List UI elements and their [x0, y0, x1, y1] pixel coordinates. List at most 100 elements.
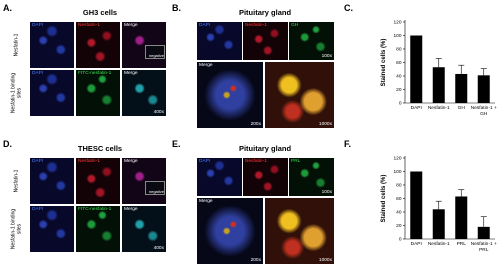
y-tick-label: 100 [393, 169, 401, 175]
panel-title: Pituitary gland [238, 8, 292, 17]
row-label: Nesfatin-1 binding sites [10, 72, 23, 114]
image-label: 1000x [318, 122, 332, 127]
y-tick-label: 40 [396, 210, 402, 216]
row-label: Nesfatin-1 [13, 33, 20, 57]
bar [432, 67, 445, 103]
row-label: Nesfatin-1 binding sites [10, 208, 23, 250]
x-tick-label: DAPI [410, 242, 422, 247]
y-tick-label: 80 [396, 47, 402, 53]
panel-label: F. [344, 139, 352, 149]
micrograph: DAPI [30, 70, 74, 116]
image-label: Nesfatin-1 [78, 159, 100, 164]
y-tick-label: 80 [396, 183, 402, 189]
image-label: DAPI [32, 23, 44, 28]
micrograph: DAPI [197, 22, 242, 60]
micrograph: FITC-nesfatin-1 [76, 70, 120, 116]
x-tick-label: Nesfatin-1 + GH [470, 106, 497, 117]
micrograph: Nesfatin-1 [243, 22, 288, 60]
y-tick-label: 120 [393, 20, 401, 26]
inset-image: negative [145, 45, 165, 59]
image-label: Merge [124, 23, 138, 28]
x-tick-label: DAPI [410, 106, 422, 111]
bar [410, 171, 423, 239]
bar-chart: Stained cells (%) 0 20 40 60 80 100 120 [381, 156, 495, 243]
y-tick-label: 60 [396, 196, 402, 202]
micrograph: PRL 100x [289, 158, 334, 196]
x-tick-label: GH [457, 106, 465, 111]
micrograph: Nesfatin-1 [76, 158, 120, 204]
micrograph: Nesfatin-1 [243, 158, 288, 196]
error-bar [435, 200, 442, 210]
inset-image: negative [145, 181, 165, 195]
image-label: FITC-nesfatin-1 [78, 207, 112, 212]
y-tick-label: 20 [396, 87, 402, 93]
image-label: FITC-nesfatin-1 [78, 71, 112, 76]
image-label: 400x [153, 246, 164, 251]
panel-label: D. [3, 139, 12, 149]
y-tick-label: 120 [393, 156, 401, 162]
panel-label: E. [172, 139, 181, 149]
image-label: 200x [250, 258, 261, 263]
image-label: Nesfatin-1 [245, 159, 267, 164]
micrograph: DAPI [30, 158, 74, 204]
inset-label: negative [148, 189, 164, 194]
image-label: PRL [291, 159, 301, 164]
image-label: Merge [199, 199, 213, 204]
image-label: DAPI [199, 23, 211, 28]
bar [432, 209, 445, 239]
image-label: Merge [124, 159, 138, 164]
micrograph: GH 100x [289, 22, 334, 60]
image-label: 100x [321, 190, 332, 195]
error-bar [435, 58, 442, 68]
image-label: DAPI [199, 159, 211, 164]
y-tick-label: 0 [399, 237, 402, 243]
micrograph: Merge negative [122, 22, 166, 68]
panel-title: Pituitary gland [238, 144, 292, 153]
micrograph: DAPI [30, 22, 74, 68]
micrograph: FITC-nesfatin-1 [76, 206, 120, 252]
image-label: Nesfatin-1 [78, 23, 100, 28]
panel-label: B. [172, 3, 181, 13]
y-axis-label: Stained cells (%) [381, 39, 387, 87]
micrograph: 1000x [265, 62, 334, 128]
error-bar [458, 64, 465, 74]
micrograph: Merge 200x [197, 198, 263, 264]
image-label: GH [291, 23, 299, 28]
x-tick-label: Nesfatin-1 [427, 242, 450, 247]
error-bar [458, 189, 465, 197]
bar-chart: Stained cells (%) 0 20 40 60 80 100 120 [381, 20, 495, 107]
micrograph: Nesfatin-1 [76, 22, 120, 68]
panel-label: C. [344, 3, 353, 13]
y-tick-label: 0 [399, 101, 402, 107]
micrograph: Merge 200x [197, 62, 263, 128]
bar [477, 226, 490, 239]
micrograph: DAPI [30, 206, 74, 252]
bar [410, 35, 423, 103]
image-label: Merge [124, 207, 138, 212]
bar [477, 75, 490, 103]
image-label: DAPI [32, 71, 44, 76]
panel-label: A. [3, 3, 12, 13]
error-bar [480, 68, 487, 76]
y-tick-label: 20 [396, 223, 402, 229]
inset-label: negative [148, 53, 164, 58]
image-label: DAPI [32, 159, 44, 164]
micrograph: DAPI [197, 158, 242, 196]
x-tick-label: Nesfatin-1 [427, 106, 450, 111]
bar [455, 196, 468, 239]
y-axis-label: Stained cells (%) [381, 175, 387, 223]
panel-title: THESC cells [77, 144, 123, 153]
image-label: 200x [250, 122, 261, 127]
micrograph: 1000x [265, 198, 334, 264]
y-tick-label: 100 [393, 33, 401, 39]
image-label: 400x [153, 110, 164, 115]
y-tick-label: 40 [396, 74, 402, 80]
row-label: Nesfatin-1 [13, 169, 20, 193]
x-tick-label: PRL [456, 242, 466, 247]
panel-title: GH3 cells [82, 8, 118, 17]
y-tick-label: 60 [396, 60, 402, 66]
image-label: Merge [124, 71, 138, 76]
image-label: DAPI [32, 207, 44, 212]
image-label: 1000x [318, 258, 332, 263]
